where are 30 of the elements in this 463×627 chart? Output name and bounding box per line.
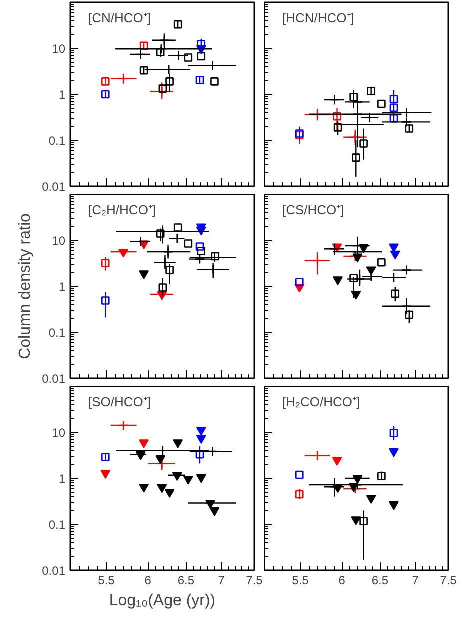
y-tick-label: 10 (52, 426, 66, 440)
y-tick-label: 1 (58, 472, 66, 486)
y-tick-label: 0.1 (48, 134, 66, 148)
x-tick-label: 7.5 (246, 574, 264, 588)
text: [SO/HCO⁺] (88, 394, 152, 410)
x-tick-label: 5.5 (98, 574, 116, 588)
x-tick-label: 5.5 (292, 574, 310, 588)
x-axis-title: Log₁₀(Age (yr)) (109, 592, 216, 610)
text: [HCN/HCO⁺] (282, 10, 354, 26)
y-axis-title: Column density ratio (17, 213, 34, 360)
y-tick-label: 10 (52, 234, 66, 248)
x-tick-label: 6 (144, 574, 152, 588)
text: [C₂H/HCO⁺] (88, 202, 156, 218)
x-tick-label: 7.5 (440, 574, 458, 588)
x-tick-label: 6 (338, 574, 346, 588)
text: [CN/HCO⁺] (88, 10, 151, 26)
x-tick-label: 7 (412, 574, 420, 588)
x-tick-label: 6.5 (372, 574, 389, 588)
x-tick-label: 7 (218, 574, 226, 588)
y-tick-label: 0.1 (48, 326, 66, 340)
x-tick-label: 6.5 (178, 574, 195, 588)
y-tick-label: 1 (58, 88, 66, 102)
text: [H₂CO/HCO⁺] (282, 394, 360, 410)
y-tick-label: 0.01 (42, 372, 66, 386)
y-tick-label: 1 (58, 280, 66, 294)
text: [CS/HCO⁺] (282, 202, 344, 218)
y-tick-label: 0.01 (42, 564, 66, 578)
y-tick-label: 0.01 (42, 180, 66, 194)
y-tick-label: 0.1 (48, 518, 66, 532)
y-tick-label: 10 (52, 42, 66, 56)
